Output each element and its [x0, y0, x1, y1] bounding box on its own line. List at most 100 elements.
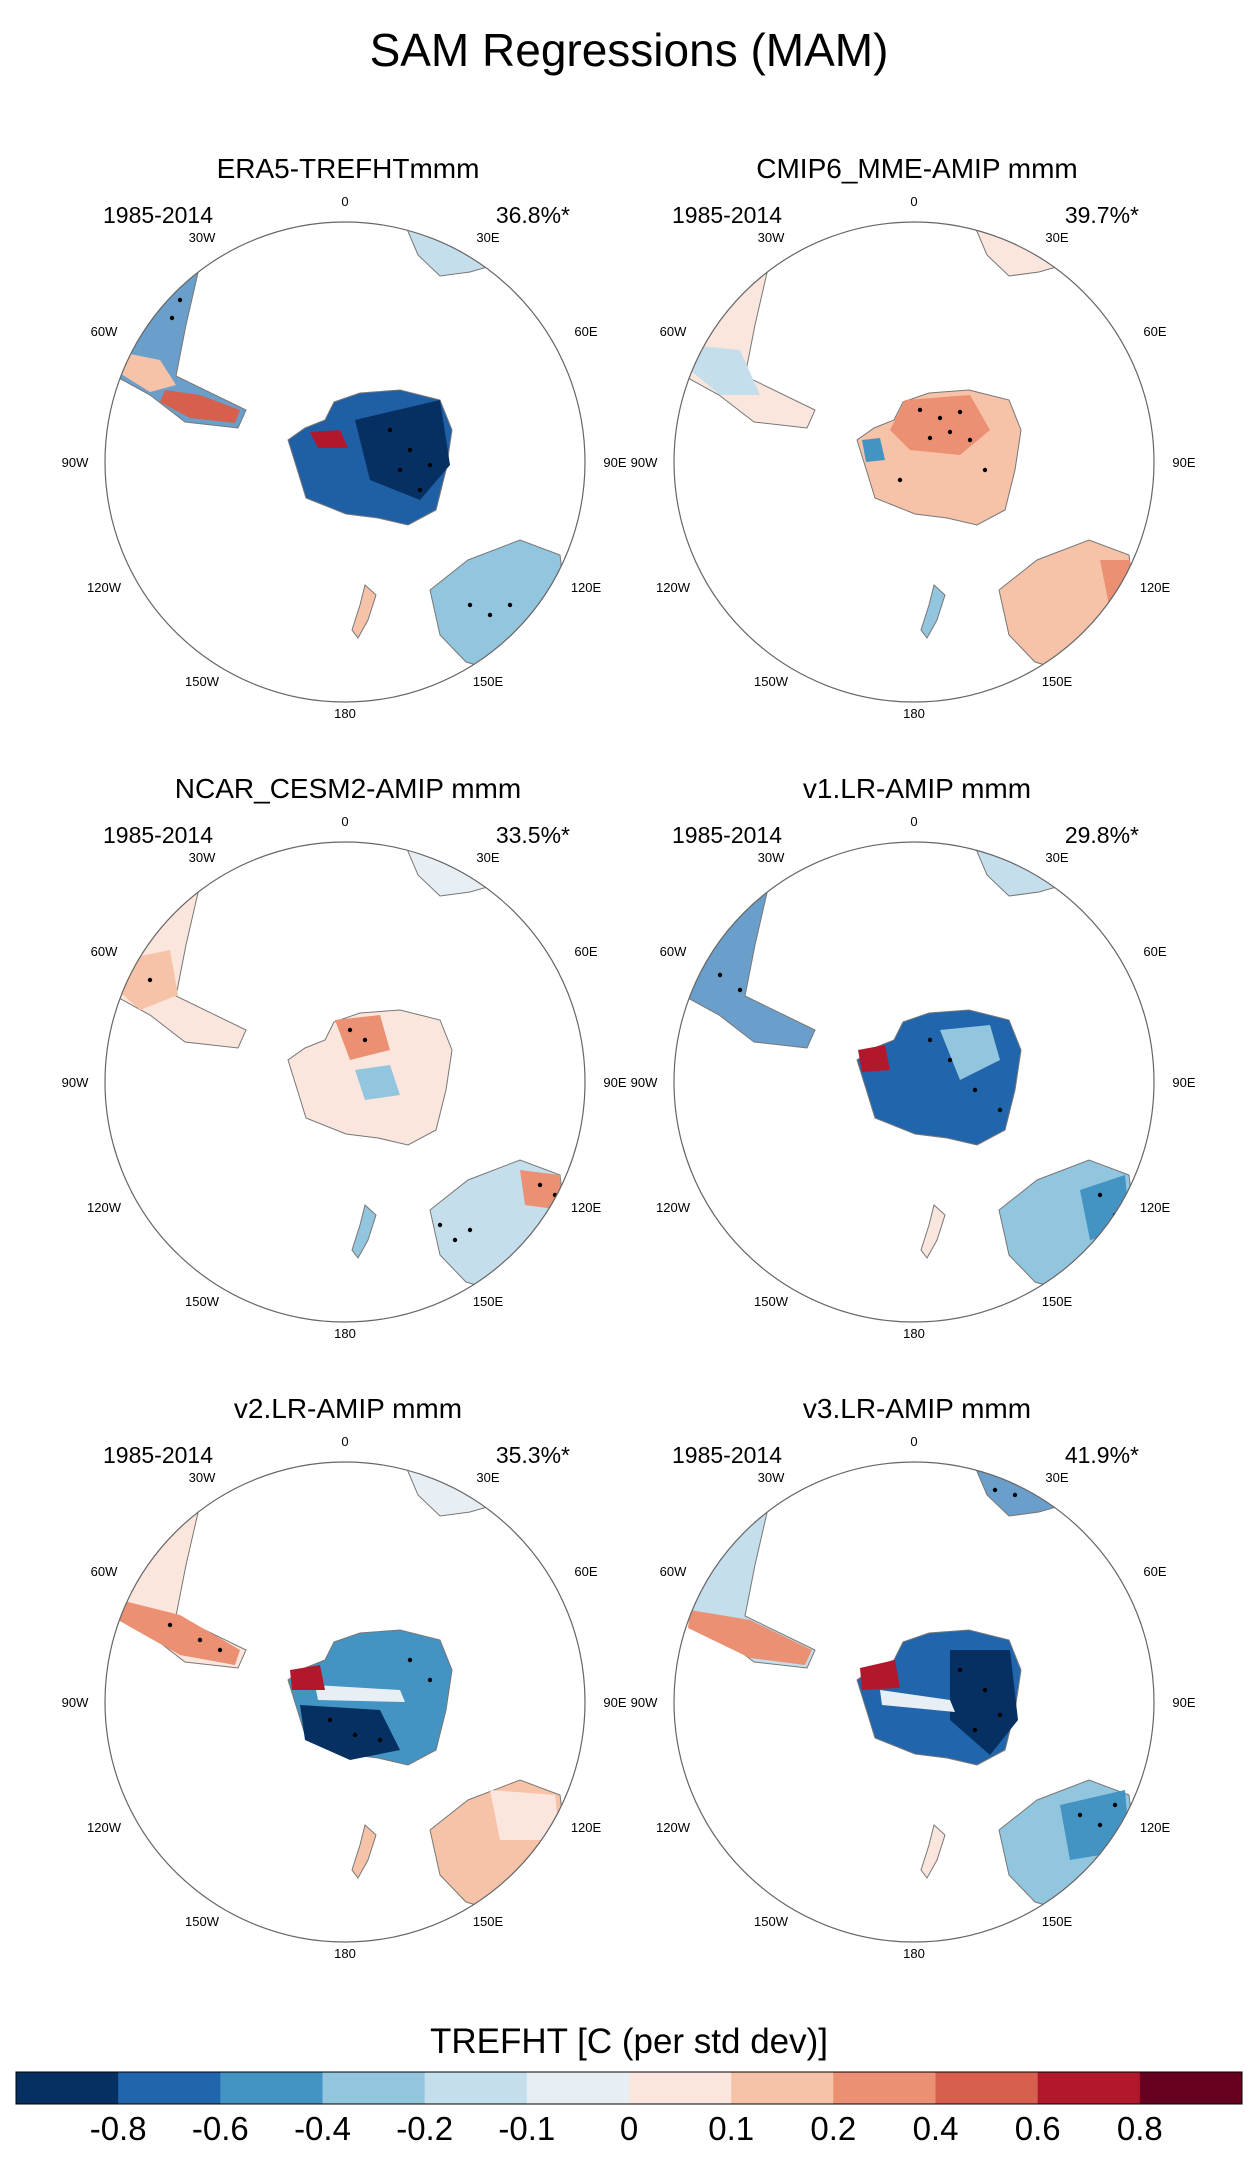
svg-text:120E: 120E — [571, 1820, 602, 1835]
longitude-labels: 0 30E 60E 90E 120E 150E 180 150W 120W 90… — [62, 194, 627, 721]
panel-title: v2.LR-AMIP mmm — [234, 1393, 462, 1424]
svg-text:150W: 150W — [754, 674, 789, 689]
colorbar-tick-label: -0.2 — [396, 2110, 453, 2147]
colorbar-tick-label: 0.1 — [708, 2110, 754, 2147]
svg-text:120E: 120E — [571, 580, 602, 595]
south-america-landmass — [105, 882, 247, 1049]
svg-text:60W: 60W — [91, 1564, 118, 1579]
antarctica-warm-anomaly — [858, 1045, 890, 1072]
map-panel-v1-lr: v1.LR-AMIP mmm 1985-2014 29.8%* 0 30E 60… — [631, 773, 1196, 1341]
antarctica-warm-anomaly — [890, 395, 990, 455]
map-panel-v2-lr: v2.LR-AMIP mmm 1985-2014 35.3%* 0 30E 60… — [62, 1393, 627, 1961]
svg-text:150E: 150E — [1042, 1914, 1073, 1929]
svg-text:30E: 30E — [476, 1470, 499, 1485]
panel-title: ERA5-TREFHTmmm — [217, 153, 480, 184]
svg-text:90W: 90W — [62, 455, 89, 470]
new-zealand-landmass — [920, 584, 946, 639]
significance-stippling — [167, 1622, 433, 1743]
map-field — [674, 222, 1136, 673]
antarctica-cool-anomaly — [355, 1065, 400, 1100]
svg-text:0: 0 — [341, 814, 348, 829]
panel-period: 1985-2014 — [672, 822, 782, 848]
map-boundary — [104, 221, 586, 703]
south-america-landmass — [674, 262, 816, 429]
new-zealand-landmass — [920, 1824, 946, 1879]
panel-period: 1985-2014 — [672, 202, 782, 228]
panel-period: 1985-2014 — [103, 822, 213, 848]
longitude-labels: 0 30E 60E 90E 120E 150E 180 150W 120W 90… — [631, 1434, 1196, 1961]
map-boundary — [104, 841, 586, 1323]
map-field — [674, 1462, 1136, 1913]
colorbar-swatch — [1139, 2072, 1243, 2104]
map-panel-ncar-cesm2: NCAR_CESM2-AMIP mmm 1985-2014 33.5%* 0 3… — [62, 773, 627, 1341]
south-america-landmass — [105, 262, 247, 429]
antarctica-dark-anomaly — [950, 1650, 1018, 1755]
south-america-warm-anomaly — [160, 390, 240, 423]
svg-text:60W: 60W — [660, 324, 687, 339]
colorbar-swatch — [220, 2072, 323, 2104]
svg-text:90W: 90W — [62, 1695, 89, 1710]
svg-text:120E: 120E — [1140, 1820, 1171, 1835]
svg-text:60E: 60E — [1143, 944, 1166, 959]
colorbar-swatch — [1037, 2072, 1141, 2104]
svg-text:60E: 60E — [574, 944, 597, 959]
panel-title: CMIP6_MME-AMIP mmm — [756, 153, 1078, 184]
south-america-light-anomaly — [118, 352, 176, 392]
svg-text:30W: 30W — [189, 230, 216, 245]
svg-text:30E: 30E — [1045, 1470, 1068, 1485]
colorbar-frame — [15, 2071, 1243, 2105]
panel-percent: 33.5%* — [496, 822, 570, 848]
colorbar-tick-label: -0.8 — [90, 2110, 147, 2147]
colorbar-tick-label: 0 — [620, 2110, 638, 2147]
significance-stippling — [897, 407, 988, 483]
antarctica-warm-anomaly — [860, 1660, 900, 1690]
svg-text:90W: 90W — [631, 455, 658, 470]
svg-text:90E: 90E — [1172, 455, 1195, 470]
map-boundary — [673, 1461, 1155, 1943]
colorbar-swatch — [629, 2072, 732, 2104]
svg-text:150W: 150W — [185, 1914, 220, 1929]
colorbar-tick-label: 0.2 — [810, 2110, 856, 2147]
new-zealand-landmass — [351, 1204, 377, 1259]
svg-text:90E: 90E — [603, 1695, 626, 1710]
south-america-cool-anomaly — [690, 345, 760, 395]
map-boundary — [673, 221, 1155, 703]
svg-text:180: 180 — [903, 706, 925, 721]
new-zealand-landmass — [351, 1824, 377, 1879]
svg-text:180: 180 — [903, 1946, 925, 1961]
antarctica-light-band — [880, 1690, 955, 1712]
panel-title: v1.LR-AMIP mmm — [803, 773, 1031, 804]
colorbar-swatch — [16, 2072, 119, 2104]
significance-stippling — [957, 1487, 1118, 1828]
antarctica-landmass — [856, 1009, 1022, 1146]
svg-text:60E: 60E — [1143, 324, 1166, 339]
svg-text:30W: 30W — [189, 850, 216, 865]
colorbar-tick-label: -0.4 — [294, 2110, 351, 2147]
map-panel-v3-lr: v3.LR-AMIP mmm 1985-2014 41.9%* 0 30E — [631, 1393, 1196, 1961]
south-america-warm-anomaly — [688, 1610, 812, 1665]
svg-text:90W: 90W — [62, 1075, 89, 1090]
svg-text:150W: 150W — [754, 1294, 789, 1309]
svg-text:90E: 90E — [1172, 1075, 1195, 1090]
panel-period: 1985-2014 — [103, 1442, 213, 1468]
svg-text:30E: 30E — [1045, 230, 1068, 245]
svg-text:90E: 90E — [603, 455, 626, 470]
svg-text:150W: 150W — [185, 1294, 220, 1309]
map-field — [105, 222, 567, 673]
map-panel-cmip6-mme: CMIP6_MME-AMIP mmm 1985-2014 39.7%* 0 30… — [631, 153, 1196, 721]
svg-text:150E: 150E — [473, 674, 504, 689]
svg-text:60W: 60W — [91, 324, 118, 339]
antarctica-dark-anomaly — [355, 400, 450, 500]
map-field — [674, 842, 1136, 1293]
svg-text:150E: 150E — [473, 1914, 504, 1929]
map-boundary — [104, 1461, 586, 1943]
new-zealand-landmass — [351, 584, 377, 639]
svg-text:120W: 120W — [656, 580, 691, 595]
svg-text:120E: 120E — [1140, 1200, 1171, 1215]
svg-text:0: 0 — [341, 194, 348, 209]
panel-percent: 29.8%* — [1065, 822, 1139, 848]
antarctica-light-band — [315, 1685, 405, 1702]
svg-text:60W: 60W — [660, 944, 687, 959]
svg-text:120E: 120E — [1140, 580, 1171, 595]
